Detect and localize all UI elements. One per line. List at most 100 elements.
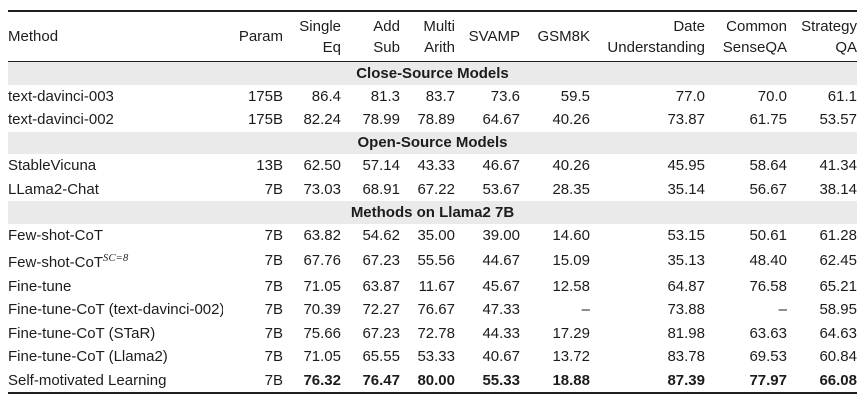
- cell-add-sub: 67.23: [362, 252, 400, 269]
- cell-add-sub: 72.27: [362, 301, 400, 318]
- cell-method: text-davinci-002: [8, 111, 114, 128]
- cell-multi-arith: 76.67: [417, 301, 455, 318]
- col-header-single-eq: Single Eq: [299, 17, 341, 56]
- cell-add-sub: 68.91: [362, 180, 400, 198]
- cell-single-eq: 73.03: [303, 180, 341, 198]
- col-header-gsm8k: GSM8K: [537, 28, 590, 45]
- cell-multi-arith: 11.67: [418, 277, 455, 295]
- cell-svamp: 64.67: [482, 111, 520, 128]
- cell-strategy-qa: 66.08: [819, 371, 857, 389]
- table-row: Few-shot-CoTSC=8 7B 67.76 67.23 55.56 44.67 15…: [8, 247, 857, 275]
- cell-common-senseqa: 63.63: [749, 324, 787, 342]
- cell-method: Fine-tune: [8, 277, 72, 295]
- cell-date-understanding: 81.98: [667, 324, 705, 342]
- table-row: StableVicuna 13B 62.50 57.14 43.33 46.67 40.26…: [8, 154, 857, 178]
- col-header-multi-arith: Multi Arith: [423, 17, 455, 56]
- cell-strategy-qa: 65.21: [819, 277, 857, 295]
- cell-param: 7B: [264, 252, 283, 269]
- cell-method: Fine-tune-CoT (text-davinci-002): [8, 301, 223, 318]
- cell-single-eq: 70.39: [303, 301, 341, 318]
- cell-common-senseqa: 56.67: [749, 180, 787, 198]
- cell-multi-arith: 55.56: [417, 252, 455, 269]
- cell-svamp: 53.67: [482, 180, 520, 198]
- cell-param: 175B: [247, 111, 283, 128]
- table-row: Few-shot-CoT 7B 63.82 54.62 35.00 39.00 14.60 5…: [8, 224, 857, 248]
- cell-method: Few-shot-CoTSC=8: [8, 253, 129, 271]
- cell-common-senseqa: 70.0: [757, 87, 787, 105]
- cell-date-understanding: 87.39: [667, 371, 705, 389]
- cell-gsm8k: 59.5: [560, 87, 590, 105]
- cell-single-eq: 71.05: [303, 348, 341, 365]
- cell-date-understanding: 53.15: [667, 226, 705, 244]
- cell-strategy-qa: 60.84: [819, 348, 857, 365]
- table-row: Fine-tune 7B 71.05 63.87 11.67 45.67 12.58 64.8…: [8, 275, 857, 299]
- cell-common-senseqa: 50.61: [749, 226, 787, 244]
- section-header-row-2: Methods on Llama2 7B: [8, 201, 857, 224]
- table-row: Fine-tune-CoT (text-davinci-002) 7B 70.39 7…: [8, 298, 857, 322]
- cell-strategy-qa: 53.57: [819, 111, 857, 128]
- cell-method: Few-shot-CoT: [8, 226, 104, 244]
- cell-strategy-qa: 41.34: [819, 157, 857, 174]
- cell-gsm8k: 14.60: [552, 226, 590, 244]
- results-table: Method Param Single Eq Add Sub Multi Arith SVA…: [8, 10, 857, 394]
- cell-common-senseqa: 58.64: [749, 157, 787, 174]
- cell-add-sub: 67.23: [362, 324, 400, 342]
- cell-add-sub: 63.87: [362, 277, 400, 295]
- cell-multi-arith: 53.33: [417, 348, 455, 365]
- cell-multi-arith: 43.33: [417, 157, 455, 174]
- col-header-method: Method: [8, 28, 59, 45]
- cell-param: 7B: [264, 277, 283, 295]
- cell-single-eq: 86.4: [311, 87, 341, 105]
- cell-single-eq: 75.66: [303, 324, 341, 342]
- col-header-param: Param: [238, 28, 283, 45]
- cell-svamp: 47.33: [482, 301, 520, 318]
- cell-single-eq: 76.32: [303, 371, 341, 389]
- section-title: Open-Source Models: [8, 131, 857, 154]
- cell-gsm8k: –: [581, 301, 590, 318]
- cell-param: 7B: [264, 348, 283, 365]
- cell-param: 7B: [264, 301, 283, 318]
- cell-strategy-qa: 61.1: [827, 87, 857, 105]
- cell-date-understanding: 45.95: [667, 157, 705, 174]
- cell-svamp: 44.33: [482, 324, 520, 342]
- cell-add-sub: 81.3: [370, 87, 400, 105]
- table-row: LLama2-Chat 7B 73.03 68.91 67.22 53.67 28.35 35…: [8, 178, 857, 202]
- cell-strategy-qa: 62.45: [819, 252, 857, 269]
- table-row: Fine-tune-CoT (STaR) 7B 75.66 67.23 72.78 44.…: [8, 322, 857, 346]
- cell-add-sub: 76.47: [362, 371, 400, 389]
- cell-method: Fine-tune-CoT (Llama2): [8, 348, 168, 365]
- section-title: Close-Source Models: [8, 61, 857, 85]
- method-superscript: SC=8: [103, 253, 129, 264]
- cell-gsm8k: 40.26: [552, 111, 590, 128]
- cell-single-eq: 63.82: [303, 226, 341, 244]
- col-header-strategy-qa: Strategy QA: [801, 17, 857, 56]
- table-row: text-davinci-003 175B 86.4 81.3 83.7 73.6 59.5…: [8, 85, 857, 109]
- cell-add-sub: 57.14: [362, 157, 400, 174]
- cell-gsm8k: 15.09: [552, 252, 590, 269]
- cell-gsm8k: 12.58: [552, 277, 590, 295]
- cell-date-understanding: 35.14: [667, 180, 705, 198]
- table-row: text-davinci-002 175B 82.24 78.99 78.89 64.67…: [8, 108, 857, 132]
- cell-strategy-qa: 38.14: [819, 180, 857, 198]
- cell-strategy-qa: 64.63: [819, 324, 857, 342]
- col-header-date-understanding: Date Understanding: [607, 17, 705, 56]
- cell-param: 7B: [264, 180, 283, 198]
- cell-svamp: 39.00: [482, 226, 520, 244]
- cell-common-senseqa: 61.75: [749, 111, 787, 128]
- col-header-svamp: SVAMP: [468, 28, 520, 45]
- cell-add-sub: 65.55: [362, 348, 400, 365]
- section-title: Methods on Llama2 7B: [8, 201, 857, 224]
- cell-multi-arith: 80.00: [417, 371, 455, 389]
- table-row: Self-motivated Learning 7B 76.32 76.47 80.00…: [8, 369, 857, 394]
- cell-param: 7B: [264, 226, 283, 244]
- cell-param: 175B: [247, 87, 283, 105]
- cell-method: LLama2-Chat: [8, 180, 99, 198]
- cell-gsm8k: 17.29: [552, 324, 590, 342]
- cell-date-understanding: 73.87: [667, 111, 705, 128]
- cell-method: text-davinci-003: [8, 87, 114, 105]
- cell-multi-arith: 67.22: [417, 180, 455, 198]
- cell-strategy-qa: 58.95: [819, 301, 857, 318]
- cell-common-senseqa: 69.53: [749, 348, 787, 365]
- cell-single-eq: 82.24: [303, 111, 341, 128]
- cell-common-senseqa: 76.58: [749, 277, 787, 295]
